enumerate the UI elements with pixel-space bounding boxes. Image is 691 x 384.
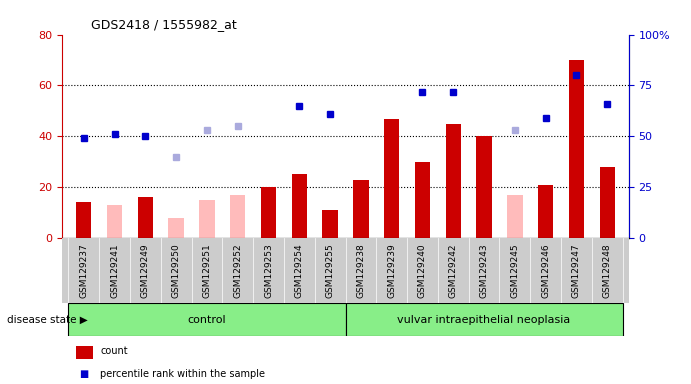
Bar — [538, 185, 553, 238]
Bar — [600, 167, 615, 238]
Bar — [323, 210, 338, 238]
Bar — [230, 195, 245, 238]
Text: GSM129253: GSM129253 — [264, 243, 273, 298]
Bar — [353, 180, 368, 238]
Text: GSM129248: GSM129248 — [603, 243, 612, 298]
Text: GSM129252: GSM129252 — [234, 243, 243, 298]
Bar — [199, 200, 215, 238]
Bar — [107, 205, 122, 238]
Bar — [68, 303, 346, 336]
Bar — [476, 136, 492, 238]
Text: GSM129240: GSM129240 — [418, 243, 427, 298]
Text: control: control — [188, 314, 226, 325]
Bar — [261, 187, 276, 238]
Bar — [384, 119, 399, 238]
Text: GSM129245: GSM129245 — [511, 243, 520, 298]
Text: disease state ▶: disease state ▶ — [7, 314, 88, 325]
Bar — [76, 202, 91, 238]
Bar — [446, 124, 461, 238]
Bar — [292, 174, 307, 238]
Text: count: count — [100, 346, 128, 356]
Bar — [569, 60, 584, 238]
Bar — [62, 238, 629, 303]
Text: GSM129247: GSM129247 — [572, 243, 581, 298]
Text: GSM129243: GSM129243 — [480, 243, 489, 298]
Text: vulvar intraepithelial neoplasia: vulvar intraepithelial neoplasia — [397, 314, 571, 325]
Text: GSM129254: GSM129254 — [295, 243, 304, 298]
Bar — [346, 303, 623, 336]
Text: GSM129237: GSM129237 — [79, 243, 88, 298]
Bar — [415, 162, 430, 238]
Text: GDS2418 / 1555982_at: GDS2418 / 1555982_at — [91, 18, 236, 31]
Text: GSM129251: GSM129251 — [202, 243, 211, 298]
Text: GSM129249: GSM129249 — [141, 243, 150, 298]
Text: GSM129250: GSM129250 — [171, 243, 180, 298]
Text: GSM129242: GSM129242 — [448, 243, 457, 298]
Bar — [507, 195, 522, 238]
Text: GSM129246: GSM129246 — [541, 243, 550, 298]
Text: percentile rank within the sample: percentile rank within the sample — [100, 369, 265, 379]
Text: GSM129241: GSM129241 — [110, 243, 119, 298]
Text: GSM129255: GSM129255 — [325, 243, 334, 298]
Text: GSM129238: GSM129238 — [357, 243, 366, 298]
Text: GSM129239: GSM129239 — [387, 243, 396, 298]
Bar — [169, 218, 184, 238]
Bar — [138, 197, 153, 238]
Text: ■: ■ — [79, 369, 88, 379]
